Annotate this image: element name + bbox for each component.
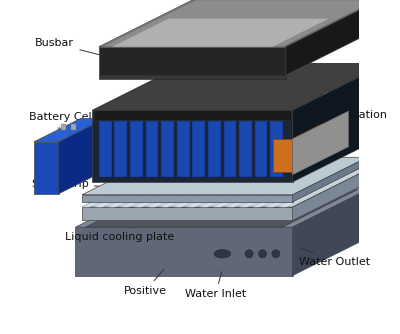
Polygon shape	[253, 167, 340, 207]
Polygon shape	[99, 121, 112, 177]
Circle shape	[162, 83, 173, 94]
Polygon shape	[146, 121, 158, 177]
Polygon shape	[119, 116, 122, 120]
Polygon shape	[135, 116, 138, 120]
Polygon shape	[292, 157, 367, 202]
Polygon shape	[240, 167, 326, 207]
Polygon shape	[279, 167, 366, 207]
Polygon shape	[266, 167, 352, 207]
Polygon shape	[244, 116, 247, 120]
Text: Heating: Heating	[275, 95, 343, 113]
Circle shape	[258, 250, 266, 258]
Polygon shape	[208, 121, 221, 177]
Polygon shape	[61, 124, 66, 130]
Circle shape	[302, 83, 313, 94]
Text: Negative: Negative	[299, 144, 356, 157]
Polygon shape	[148, 167, 234, 207]
Polygon shape	[166, 116, 169, 120]
Polygon shape	[86, 190, 357, 227]
Polygon shape	[224, 121, 236, 177]
Polygon shape	[227, 167, 313, 207]
Polygon shape	[135, 167, 221, 207]
Polygon shape	[82, 195, 292, 202]
Polygon shape	[99, 75, 286, 79]
Circle shape	[256, 83, 266, 94]
Polygon shape	[76, 227, 292, 276]
Polygon shape	[99, 47, 286, 75]
Polygon shape	[270, 121, 283, 177]
Circle shape	[193, 83, 204, 94]
Text: Battery Cell: Battery Cell	[29, 112, 94, 134]
Polygon shape	[99, 0, 379, 47]
Circle shape	[271, 83, 282, 94]
Polygon shape	[197, 116, 200, 120]
Text: MSD: MSD	[206, 5, 232, 41]
Polygon shape	[104, 116, 107, 120]
Polygon shape	[130, 121, 143, 177]
Polygon shape	[260, 116, 263, 120]
Polygon shape	[122, 167, 208, 207]
Circle shape	[245, 250, 253, 258]
Polygon shape	[239, 121, 252, 177]
Circle shape	[240, 83, 251, 94]
Text: Steel strip: Steel strip	[32, 179, 110, 189]
Polygon shape	[275, 116, 278, 120]
Polygon shape	[82, 167, 168, 207]
Polygon shape	[228, 116, 232, 120]
Polygon shape	[34, 142, 59, 194]
Polygon shape	[95, 167, 182, 207]
Polygon shape	[292, 125, 321, 172]
Polygon shape	[187, 167, 274, 207]
Polygon shape	[161, 167, 247, 207]
Polygon shape	[114, 121, 127, 177]
Polygon shape	[92, 110, 292, 182]
Text: Water Outlet: Water Outlet	[299, 248, 370, 267]
Polygon shape	[76, 180, 386, 227]
Circle shape	[209, 83, 220, 94]
Polygon shape	[82, 167, 372, 207]
Polygon shape	[292, 63, 386, 182]
Polygon shape	[182, 116, 185, 120]
Polygon shape	[292, 167, 372, 220]
Polygon shape	[150, 116, 154, 120]
Text: Liquid cooling plate: Liquid cooling plate	[66, 212, 175, 242]
Polygon shape	[292, 180, 386, 276]
Polygon shape	[94, 110, 291, 120]
Polygon shape	[108, 167, 195, 207]
Polygon shape	[82, 157, 367, 195]
Polygon shape	[174, 167, 260, 207]
Polygon shape	[255, 121, 268, 177]
Text: Communication: Communication	[282, 110, 387, 123]
Text: Busbar: Busbar	[35, 38, 118, 59]
Polygon shape	[102, 0, 376, 47]
Polygon shape	[71, 124, 76, 130]
Polygon shape	[213, 116, 216, 120]
Polygon shape	[292, 111, 349, 175]
Circle shape	[272, 250, 280, 258]
Polygon shape	[272, 139, 292, 172]
Polygon shape	[286, 0, 379, 75]
Polygon shape	[200, 167, 287, 207]
Polygon shape	[92, 63, 386, 110]
Polygon shape	[214, 167, 300, 207]
Circle shape	[287, 83, 298, 94]
Ellipse shape	[214, 249, 231, 258]
Circle shape	[224, 83, 235, 94]
Polygon shape	[82, 207, 292, 220]
Polygon shape	[59, 119, 106, 194]
Text: Positive: Positive	[124, 269, 167, 296]
Circle shape	[318, 83, 329, 94]
Circle shape	[178, 83, 188, 94]
Polygon shape	[192, 121, 205, 177]
Polygon shape	[94, 63, 384, 110]
Text: Water Inlet: Water Inlet	[185, 272, 246, 299]
Circle shape	[147, 83, 157, 94]
Polygon shape	[112, 19, 329, 47]
Polygon shape	[161, 121, 174, 177]
Polygon shape	[34, 119, 106, 142]
Polygon shape	[177, 121, 190, 177]
